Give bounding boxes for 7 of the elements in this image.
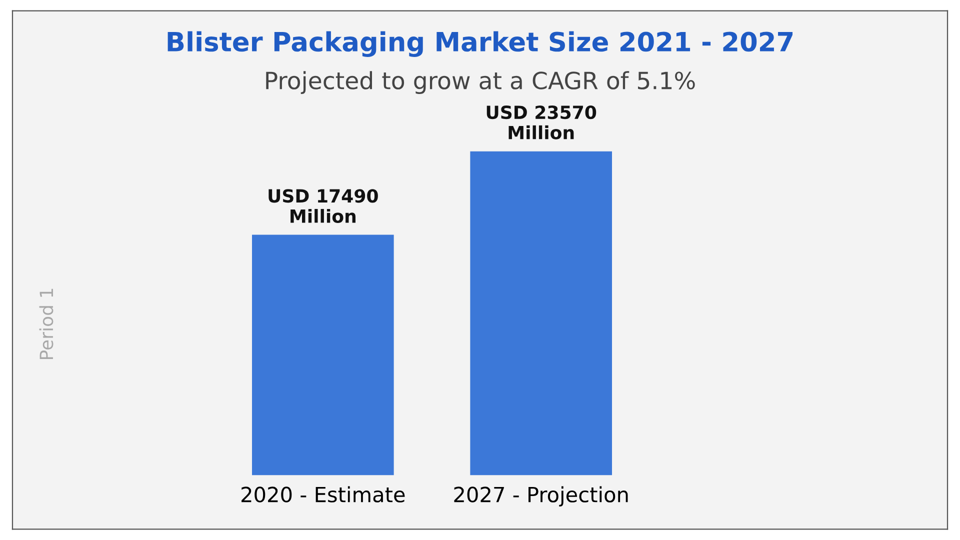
data-label: USD 23570 Million	[486, 105, 596, 140]
data-label: USD 17490 Million	[268, 189, 378, 223]
chart-title: Blister Packaging Market Size 2021 - 2027	[168, 31, 793, 57]
x-tick-label: 2020 - Estimate	[242, 486, 405, 502]
chart-subtitle: Projected to grow at a CAGR of 5.1%	[266, 71, 695, 94]
x-tick-label: 2027 - Projection	[454, 486, 628, 506]
text: Period 1	[39, 288, 54, 359]
